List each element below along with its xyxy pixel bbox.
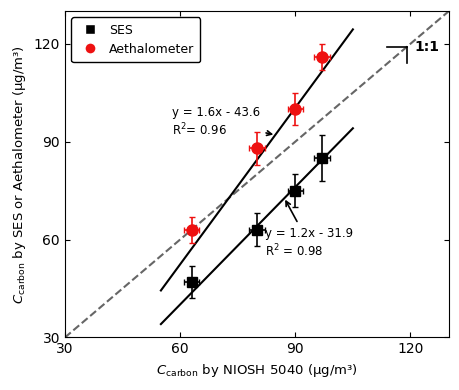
Text: y = 1.2x - 31.9
R$^2$ = 0.98: y = 1.2x - 31.9 R$^2$ = 0.98 <box>264 201 352 259</box>
Text: y = 1.6x - 43.6
R$^2$= 0.96: y = 1.6x - 43.6 R$^2$= 0.96 <box>172 106 271 138</box>
Text: 1:1: 1:1 <box>414 40 438 54</box>
Y-axis label: $C_\mathrm{carbon}$ by SES or Aethalometer (μg/m³): $C_\mathrm{carbon}$ by SES or Aethalomet… <box>11 45 28 304</box>
Legend: SES, Aethalometer: SES, Aethalometer <box>71 18 200 62</box>
X-axis label: $C_\mathrm{carbon}$ by NIOSH 5040 (μg/m³): $C_\mathrm{carbon}$ by NIOSH 5040 (μg/m³… <box>156 362 357 379</box>
